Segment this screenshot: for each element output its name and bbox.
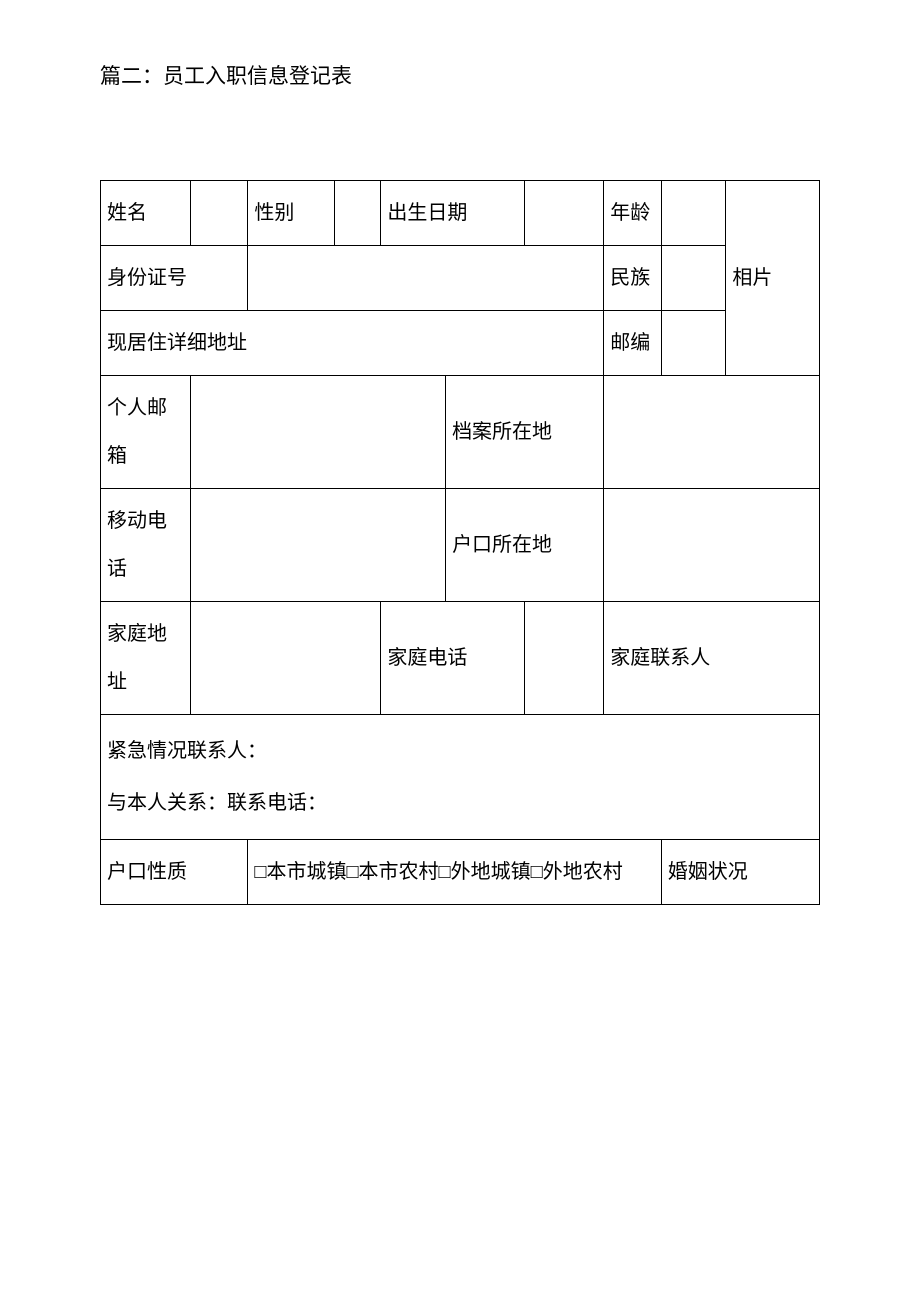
label-age: 年龄 <box>604 181 662 246</box>
hukou-options: □本市城镇□本市农村□外地城镇□外地农村 <box>248 840 661 905</box>
value-birth-date <box>525 181 604 246</box>
table-row: 紧急情况联系人： 与本人关系：联系电话： <box>101 715 820 840</box>
label-postal-code: 邮编 <box>604 311 662 376</box>
value-ethnicity <box>661 246 726 311</box>
document-title: 篇二：员工入职信息登记表 <box>100 60 820 90</box>
table-row: 家庭地址 家庭电话 家庭联系人 <box>101 602 820 715</box>
label-current-address: 现居住详细地址 <box>101 311 604 376</box>
table-row: 现居住详细地址 邮编 <box>101 311 820 376</box>
table-row: 个人邮箱 档案所在地 <box>101 376 820 489</box>
emergency-line-2: 与本人关系：联系电话： <box>107 777 813 829</box>
table-row: 移动电话 户口所在地 <box>101 489 820 602</box>
emergency-contact-cell: 紧急情况联系人： 与本人关系：联系电话： <box>101 715 820 840</box>
value-personal-email <box>190 376 445 489</box>
value-postal-code <box>661 311 726 376</box>
label-mobile-phone: 移动电话 <box>101 489 191 602</box>
label-ethnicity: 民族 <box>604 246 662 311</box>
value-gender <box>334 181 381 246</box>
value-home-phone <box>525 602 604 715</box>
label-id-number: 身份证号 <box>101 246 248 311</box>
value-id-number <box>248 246 604 311</box>
value-hukou-location <box>604 489 820 602</box>
table-row: 户口性质 □本市城镇□本市农村□外地城镇□外地农村 婚姻状况 <box>101 840 820 905</box>
label-personal-email: 个人邮箱 <box>101 376 191 489</box>
label-family-contact: 家庭联系人 <box>604 602 820 715</box>
value-mobile-phone <box>190 489 445 602</box>
value-home-address <box>190 602 381 715</box>
emergency-line-1: 紧急情况联系人： <box>107 725 813 777</box>
value-archive-location <box>604 376 820 489</box>
label-gender: 性别 <box>248 181 334 246</box>
label-name: 姓名 <box>101 181 191 246</box>
label-home-address: 家庭地址 <box>101 602 191 715</box>
employee-form-table: 姓名 性别 出生日期 年龄 相片 身份证号 民族 现居住详细地址 邮编 个人邮箱… <box>100 180 820 905</box>
label-photo: 相片 <box>726 181 820 376</box>
value-age <box>661 181 726 246</box>
label-birth-date: 出生日期 <box>381 181 525 246</box>
label-hukou-location: 户口所在地 <box>446 489 604 602</box>
table-row: 姓名 性别 出生日期 年龄 相片 <box>101 181 820 246</box>
table-row: 身份证号 民族 <box>101 246 820 311</box>
label-home-phone: 家庭电话 <box>381 602 525 715</box>
label-marital-status: 婚姻状况 <box>661 840 819 905</box>
label-archive-location: 档案所在地 <box>446 376 604 489</box>
value-name <box>190 181 248 246</box>
label-hukou-type: 户口性质 <box>101 840 248 905</box>
